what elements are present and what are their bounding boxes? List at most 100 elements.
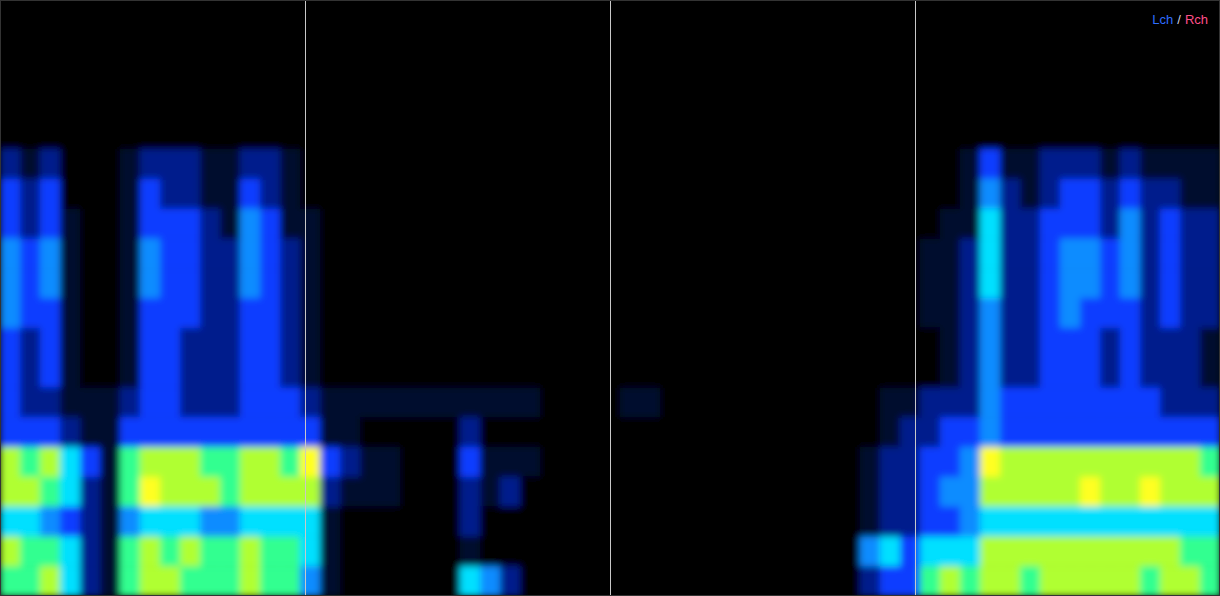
heatmap-cell <box>40 447 61 477</box>
heatmap-cell <box>420 119 441 149</box>
grid-line <box>305 0 306 596</box>
heatmap-cell <box>1100 447 1121 477</box>
heatmap-cell <box>340 149 361 179</box>
heatmap-cell <box>220 387 241 417</box>
heatmap-cell <box>1020 328 1041 358</box>
heatmap-cell <box>380 209 401 239</box>
heatmap-cell <box>520 209 541 239</box>
heatmap-cell <box>1040 536 1061 566</box>
heatmap-cell <box>300 417 321 447</box>
heatmap-cell <box>740 477 761 507</box>
heatmap-cell <box>0 119 21 149</box>
heatmap-cell <box>740 209 761 239</box>
heatmap-cell <box>220 238 241 268</box>
heatmap-cell <box>1000 238 1021 268</box>
heatmap-cell <box>1060 536 1081 566</box>
heatmap-cell <box>100 89 121 119</box>
heatmap-cell <box>200 298 221 328</box>
heatmap-cell <box>680 566 701 596</box>
heatmap-cell <box>640 566 661 596</box>
heatmap-cell <box>260 447 281 477</box>
heatmap-cell <box>540 89 561 119</box>
heatmap-cell <box>780 209 801 239</box>
heatmap-cell <box>0 387 21 417</box>
heatmap-cell <box>800 447 821 477</box>
heatmap-cell <box>280 209 301 239</box>
heatmap-cell <box>300 298 321 328</box>
heatmap-cell <box>660 268 681 298</box>
heatmap-cell <box>680 238 701 268</box>
heatmap-cell <box>480 0 501 30</box>
heatmap-cell <box>1100 298 1121 328</box>
heatmap-cell <box>1180 358 1201 388</box>
heatmap-cell <box>40 179 61 209</box>
heatmap-cell <box>1100 89 1121 119</box>
heatmap-cell <box>880 536 901 566</box>
heatmap-cell <box>800 268 821 298</box>
heatmap-cell <box>120 417 141 447</box>
heatmap-cell <box>920 30 941 60</box>
heatmap-cell <box>980 447 1001 477</box>
heatmap-cell <box>620 0 641 30</box>
heatmap-cell <box>360 298 381 328</box>
heatmap-cell <box>260 0 281 30</box>
heatmap-cell <box>220 358 241 388</box>
heatmap-cell <box>560 119 581 149</box>
heatmap-cell <box>120 119 141 149</box>
heatmap-cell <box>420 60 441 90</box>
heatmap-cell <box>940 238 961 268</box>
heatmap-cell <box>820 30 841 60</box>
heatmap-cell <box>820 358 841 388</box>
heatmap-cell <box>320 447 341 477</box>
heatmap-cell <box>920 447 941 477</box>
heatmap-cell <box>740 268 761 298</box>
heatmap-cell <box>560 268 581 298</box>
heatmap-cell <box>560 209 581 239</box>
heatmap-cell <box>620 387 641 417</box>
heatmap-cell <box>1020 477 1041 507</box>
heatmap-cell <box>360 238 381 268</box>
heatmap-cell <box>1040 328 1061 358</box>
heatmap-cell <box>300 566 321 596</box>
heatmap-cell <box>820 566 841 596</box>
heatmap-cell <box>920 387 941 417</box>
heatmap-cell <box>1040 149 1061 179</box>
heatmap-cell <box>560 358 581 388</box>
heatmap-cell <box>900 119 921 149</box>
heatmap-cell <box>260 149 281 179</box>
heatmap-cell <box>680 60 701 90</box>
heatmap-cell <box>340 179 361 209</box>
heatmap-cell <box>540 0 561 30</box>
heatmap-cell <box>1000 268 1021 298</box>
heatmap-cell <box>660 89 681 119</box>
heatmap-cell <box>900 417 921 447</box>
heatmap-cell <box>700 149 721 179</box>
heatmap-cell <box>1080 507 1101 537</box>
heatmap-cell <box>1100 566 1121 596</box>
heatmap-cell <box>140 507 161 537</box>
heatmap-cell <box>140 119 161 149</box>
heatmap-cell <box>700 536 721 566</box>
heatmap-cell <box>1200 30 1220 60</box>
heatmap-cell <box>140 179 161 209</box>
heatmap-cell <box>20 268 41 298</box>
heatmap-cell <box>1100 238 1121 268</box>
heatmap-cell <box>800 238 821 268</box>
heatmap-cell <box>980 387 1001 417</box>
heatmap-cell <box>660 60 681 90</box>
heatmap-cell <box>620 358 641 388</box>
heatmap-cell <box>800 417 821 447</box>
heatmap-cell <box>280 566 301 596</box>
heatmap-cell <box>1160 358 1181 388</box>
heatmap-cell <box>120 358 141 388</box>
heatmap-cell <box>620 60 641 90</box>
heatmap-cell <box>80 298 101 328</box>
heatmap-cell <box>1060 268 1081 298</box>
heatmap-cell <box>220 268 241 298</box>
heatmap-cell <box>1120 358 1141 388</box>
heatmap-cell <box>840 387 861 417</box>
heatmap-cell <box>1120 298 1141 328</box>
heatmap-cell <box>480 358 501 388</box>
heatmap-cell <box>780 179 801 209</box>
heatmap-cell <box>140 149 161 179</box>
